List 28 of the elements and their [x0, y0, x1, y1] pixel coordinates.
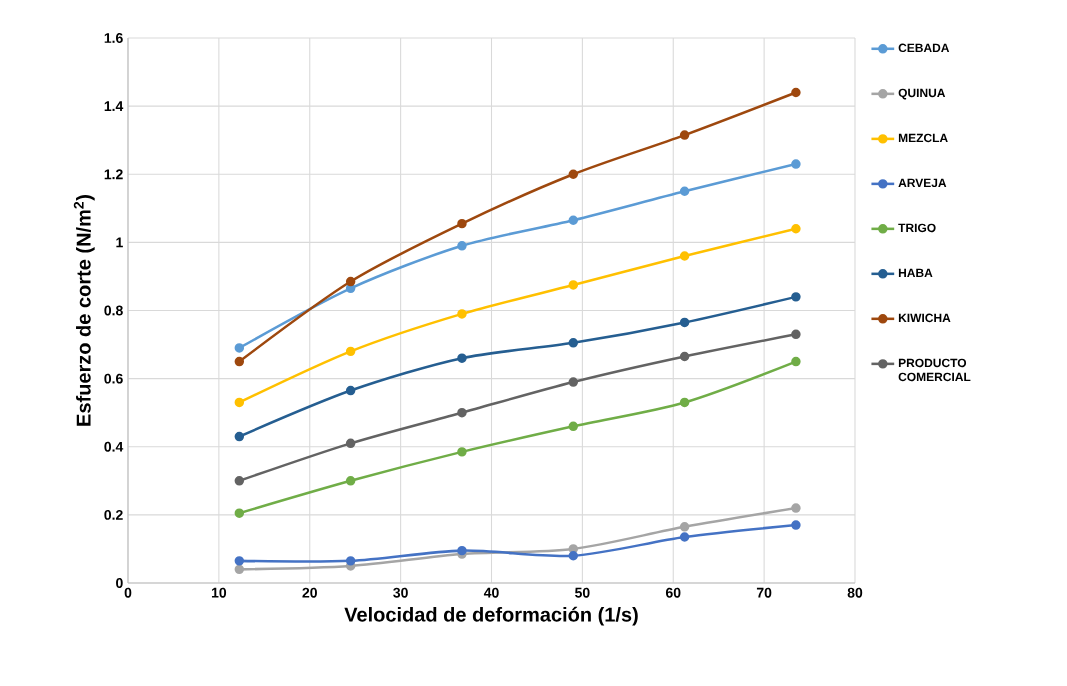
x-tick-label: 50: [575, 587, 590, 598]
legend-label: PRODUCTO COMERCIAL: [898, 358, 971, 382]
y-tick-label: 1.6: [104, 33, 123, 43]
legend-label: MEZCLA: [898, 133, 948, 143]
x-tick-label: 0: [124, 587, 132, 598]
y-tick-label: 0: [116, 578, 123, 588]
legend-label: HABA: [898, 268, 933, 277]
legend-label: CEBADA: [898, 43, 950, 53]
legend-label: KIWICHA: [898, 313, 951, 323]
x-tick-label: 30: [393, 587, 408, 598]
y-tick-label: 1: [116, 237, 123, 248]
x-axis-title: Velocidad de deformación (1/s): [344, 606, 638, 626]
legend-label: QUINUA: [898, 88, 946, 100]
y-axis-title: Esfuerzo de corte (N/m$^{2}$): [73, 195, 95, 426]
legend-label: ARVEJA: [898, 178, 947, 188]
x-tick-label: 80: [847, 587, 863, 598]
y-tick-label: 1.2: [104, 169, 123, 180]
y-tick-label: 0.2: [104, 509, 123, 520]
x-tick-label: 60: [665, 587, 681, 598]
x-tick-label: 70: [756, 587, 772, 598]
y-tick-label: 0.8: [104, 305, 123, 316]
x-tick-label: 10: [211, 587, 227, 598]
x-tick-label: 20: [302, 587, 317, 598]
legend-label: TRIGO: [898, 223, 936, 233]
y-tick-label: 0.6: [104, 373, 123, 384]
x-tick-label: 40: [483, 587, 499, 598]
y-tick-label: 0.4: [104, 441, 124, 452]
y-tick-label: 1.4: [104, 101, 124, 111]
